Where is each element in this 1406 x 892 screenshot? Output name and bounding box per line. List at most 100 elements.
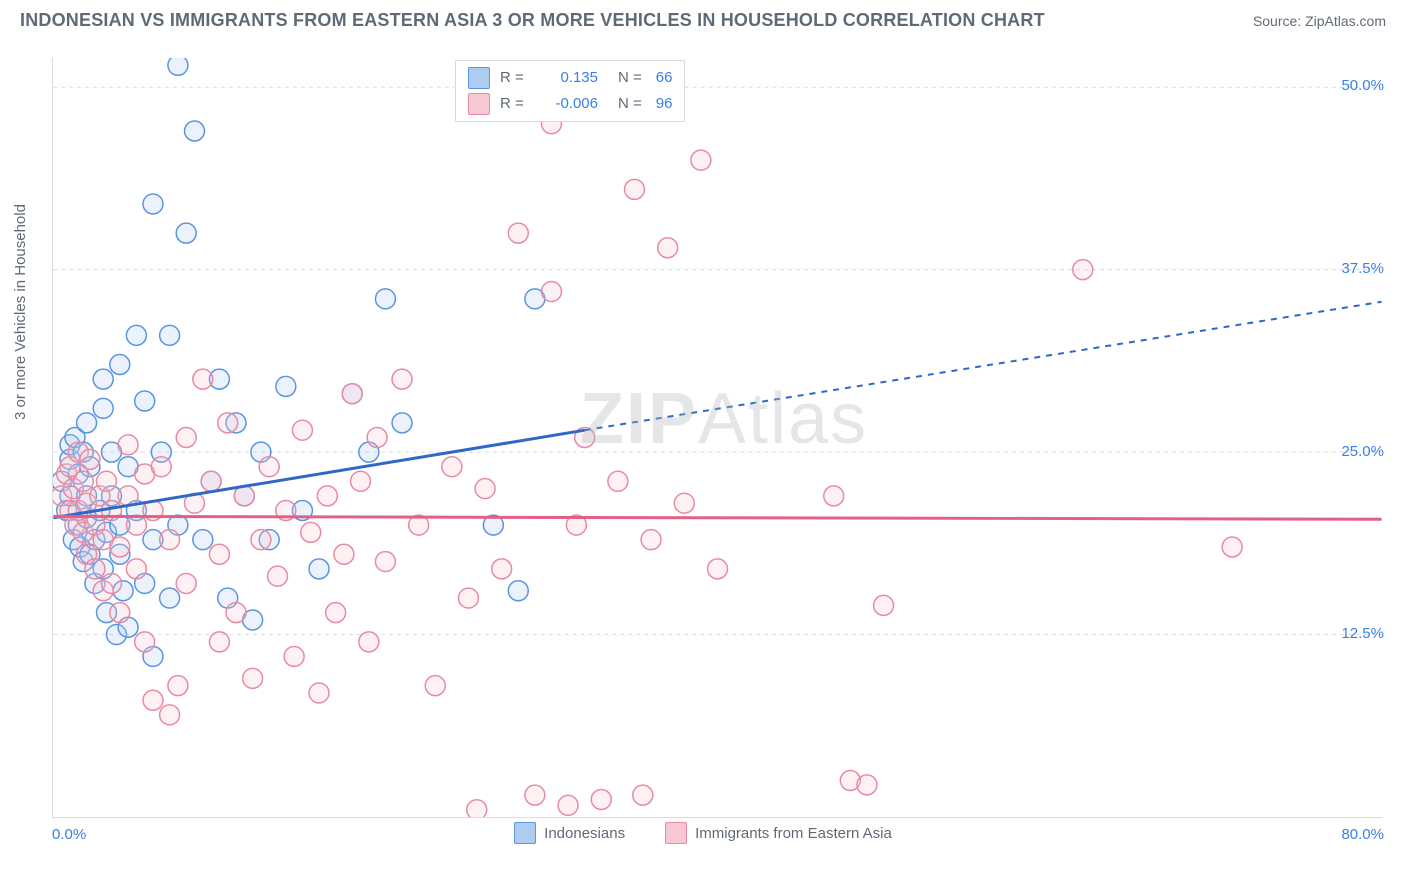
scatter-point <box>176 428 196 448</box>
scatter-point <box>126 515 146 535</box>
scatter-point <box>168 58 188 75</box>
scatter-point <box>309 559 329 579</box>
scatter-point <box>317 486 337 506</box>
scatter-point <box>334 544 354 564</box>
scatter-point <box>392 369 412 389</box>
y-tick-label: 12.5% <box>1341 625 1384 642</box>
correlation-legend: R = 0.135 N = 66 R = -0.006 N = 96 <box>455 60 685 122</box>
scatter-point <box>93 398 113 418</box>
scatter-point <box>209 632 229 652</box>
scatter-point <box>110 355 130 375</box>
r-value: -0.006 <box>538 91 598 117</box>
scatter-point <box>97 471 117 491</box>
correlation-legend-row: R = 0.135 N = 66 <box>468 65 672 91</box>
scatter-point <box>276 376 296 396</box>
legend-swatch <box>468 67 490 89</box>
scatter-point <box>342 384 362 404</box>
legend-label: Immigrants from Eastern Asia <box>695 825 892 842</box>
scatter-point <box>101 573 121 593</box>
scatter-point <box>176 573 196 593</box>
chart-title: INDONESIAN VS IMMIGRANTS FROM EASTERN AS… <box>20 10 1045 31</box>
scatter-point <box>508 223 528 243</box>
scatter-point <box>160 705 180 725</box>
scatter-plot-svg <box>53 58 1382 817</box>
scatter-point <box>160 588 180 608</box>
scatter-point <box>1073 260 1093 280</box>
r-label: R = <box>500 91 528 117</box>
scatter-point <box>284 646 304 666</box>
scatter-point <box>467 800 487 817</box>
y-axis-label: 3 or more Vehicles in Household <box>12 204 29 420</box>
scatter-point <box>658 238 678 258</box>
correlation-legend-row: R = -0.006 N = 96 <box>468 91 672 117</box>
scatter-point <box>77 413 97 433</box>
scatter-point <box>608 471 628 491</box>
scatter-point <box>691 150 711 170</box>
scatter-point <box>558 795 578 815</box>
scatter-point <box>110 603 130 623</box>
scatter-point <box>375 552 395 572</box>
scatter-point <box>243 668 263 688</box>
n-value: 96 <box>656 91 673 117</box>
trend-line <box>53 516 1381 519</box>
scatter-point <box>160 325 180 345</box>
scatter-point <box>492 559 512 579</box>
scatter-point <box>824 486 844 506</box>
scatter-point <box>135 632 155 652</box>
scatter-point <box>359 632 379 652</box>
scatter-point <box>541 282 561 302</box>
scatter-point <box>392 413 412 433</box>
scatter-point <box>442 457 462 477</box>
scatter-point <box>1222 537 1242 557</box>
scatter-point <box>193 369 213 389</box>
scatter-point <box>425 676 445 696</box>
scatter-point <box>176 223 196 243</box>
scatter-point <box>226 603 246 623</box>
scatter-point <box>268 566 288 586</box>
scatter-point <box>367 428 387 448</box>
legend-label: Indonesians <box>544 825 625 842</box>
r-label: R = <box>500 65 528 91</box>
source-name: ZipAtlas.com <box>1305 13 1386 29</box>
scatter-point <box>143 690 163 710</box>
plot-area <box>52 58 1382 818</box>
scatter-point <box>80 449 100 469</box>
r-value: 0.135 <box>538 65 598 91</box>
scatter-point <box>624 179 644 199</box>
scatter-point <box>218 413 238 433</box>
scatter-point <box>857 775 877 795</box>
scatter-point <box>591 789 611 809</box>
y-tick-label: 37.5% <box>1341 260 1384 277</box>
scatter-point <box>110 537 130 557</box>
scatter-point <box>209 544 229 564</box>
scatter-point <box>85 559 105 579</box>
scatter-point <box>151 457 171 477</box>
scatter-point <box>475 479 495 499</box>
scatter-point <box>309 683 329 703</box>
scatter-point <box>160 530 180 550</box>
scatter-point <box>525 785 545 805</box>
scatter-point <box>201 471 221 491</box>
series-legend: Indonesians Immigrants from Eastern Asia <box>0 822 1406 844</box>
scatter-point <box>259 457 279 477</box>
n-label: N = <box>618 91 642 117</box>
scatter-point <box>185 121 205 141</box>
scatter-point <box>674 493 694 513</box>
source-prefix: Source: <box>1253 13 1305 29</box>
scatter-point <box>118 435 138 455</box>
n-label: N = <box>618 65 642 91</box>
scatter-point <box>135 391 155 411</box>
trend-line-extrapolated <box>585 302 1382 430</box>
legend-swatch <box>514 822 536 844</box>
scatter-point <box>292 420 312 440</box>
scatter-point <box>326 603 346 623</box>
scatter-point <box>708 559 728 579</box>
source-attribution: Source: ZipAtlas.com <box>1253 13 1386 29</box>
scatter-point <box>143 194 163 214</box>
legend-item: Immigrants from Eastern Asia <box>665 822 892 844</box>
legend-swatch <box>665 822 687 844</box>
scatter-point <box>874 595 894 615</box>
scatter-point <box>508 581 528 601</box>
n-value: 66 <box>656 65 673 91</box>
scatter-point <box>73 471 93 491</box>
